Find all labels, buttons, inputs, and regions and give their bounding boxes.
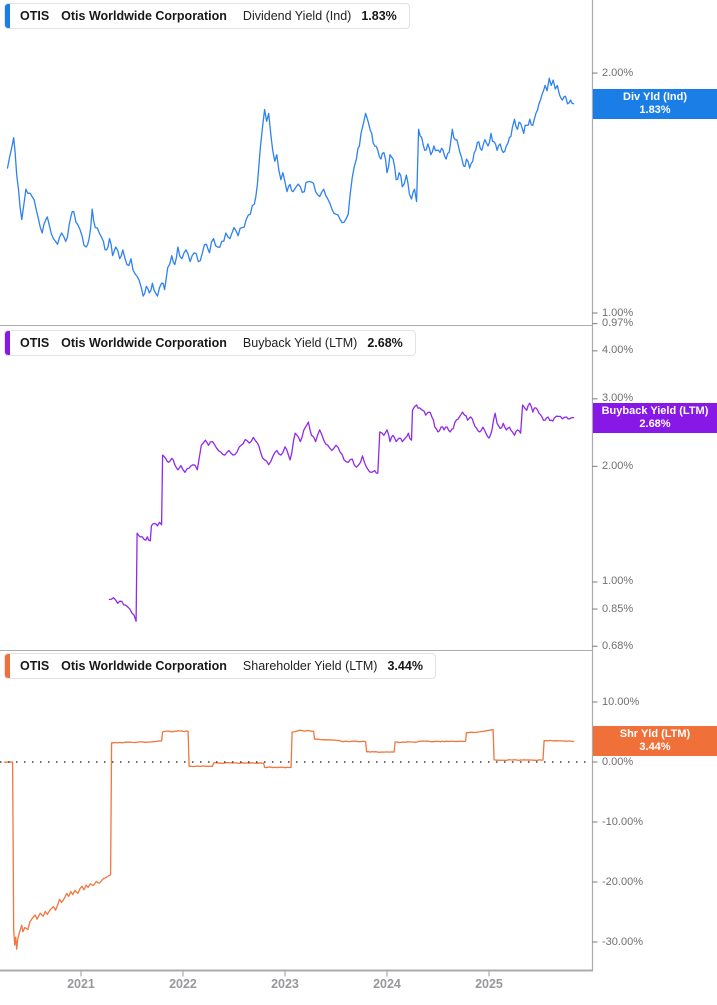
badge-value: 3.44% <box>639 741 671 754</box>
data-line-2 <box>3 728 575 950</box>
ticker: OTIS <box>20 659 50 673</box>
company-name: Otis Worldwide Corporation <box>61 659 227 673</box>
legend-chip-shareholder-yield[interactable]: OTIS Otis Worldwide Corporation Sharehol… <box>4 653 436 679</box>
legend-accent-bar <box>5 654 10 678</box>
y-tick-label: 1.00% <box>602 306 634 319</box>
y-tick-label: 0.00% <box>602 755 634 768</box>
y-tick-label: 4.00% <box>602 344 634 357</box>
ticker: OTIS <box>20 336 50 350</box>
badge-title: Shr Yld (LTM) <box>619 728 691 741</box>
metric-value: 2.68% <box>367 336 403 350</box>
legend-accent-bar <box>5 4 10 28</box>
x-axis-year-label: 2021 <box>67 977 95 991</box>
legend-accent-bar <box>5 331 10 355</box>
ticker: OTIS <box>20 9 50 23</box>
y-tick-label: 10.00% <box>602 695 640 708</box>
metric-name: Dividend Yield (Ind) <box>242 9 352 23</box>
data-line-0 <box>6 77 575 297</box>
y-tick-label: -30.00% <box>602 935 643 948</box>
badge-title: Div Yld (Ind) <box>623 90 687 103</box>
badge-value: 2.68% <box>639 417 671 430</box>
x-axis-year-label: 2023 <box>271 977 299 991</box>
metric-value: 3.44% <box>387 659 423 673</box>
metric-name: Shareholder Yield (LTM) <box>242 659 378 673</box>
y-tick-label: 2.00% <box>602 459 634 472</box>
y-tick-label: 0.68% <box>602 639 634 652</box>
x-axis-year-label: 2024 <box>373 977 401 991</box>
y-tick-label: 0.97% <box>602 317 634 330</box>
company-name: Otis Worldwide Corporation <box>61 336 227 350</box>
y-tick-label: -20.00% <box>602 875 643 888</box>
data-line-1 <box>108 402 575 622</box>
y-tick-label: 3.00% <box>602 392 634 405</box>
last-value-badge-div-yld: Div Yld (Ind) 1.83% <box>593 88 717 119</box>
y-tick-label: -10.00% <box>602 815 643 828</box>
company-name: Otis Worldwide Corporation <box>61 9 227 23</box>
last-value-badge-buyback-yld: Buyback Yield (LTM) 2.68% <box>593 402 717 433</box>
y-tick-label: 0.85% <box>602 602 634 615</box>
metric-name: Buyback Yield (LTM) <box>242 336 358 350</box>
legend-chip-buyback-yield[interactable]: OTIS Otis Worldwide Corporation Buyback … <box>4 330 416 356</box>
y-tick-label: 2.00% <box>602 66 634 79</box>
legend-chip-dividend-yield[interactable]: OTIS Otis Worldwide Corporation Dividend… <box>4 3 410 29</box>
last-value-badge-shr-yld: Shr Yld (LTM) 3.44% <box>593 726 717 757</box>
badge-title: Buyback Yield (LTM) <box>601 404 709 417</box>
x-axis-year-label: 2022 <box>169 977 197 991</box>
metric-value: 1.83% <box>361 9 397 23</box>
badge-value: 1.83% <box>639 103 671 116</box>
x-axis-year-label: 2025 <box>475 977 503 991</box>
y-tick-label: 1.00% <box>602 575 634 588</box>
